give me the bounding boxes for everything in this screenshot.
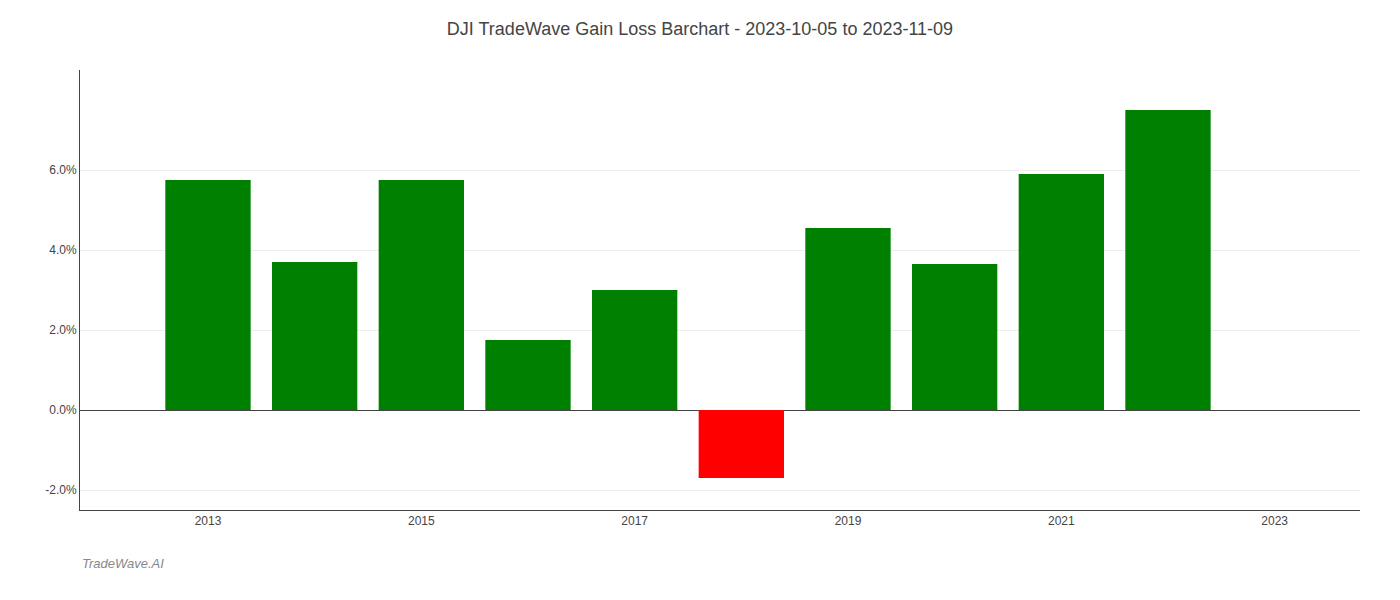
svg-text:-2.0%: -2.0% [45,483,77,497]
svg-text:2.0%: 2.0% [49,323,77,337]
svg-text:TradeWave.AI: TradeWave.AI [82,556,164,571]
svg-text:2015: 2015 [408,514,435,528]
svg-text:6.0%: 6.0% [49,163,77,177]
svg-text:2013: 2013 [195,514,222,528]
svg-text:0.0%: 0.0% [49,403,77,417]
svg-text:4.0%: 4.0% [49,243,77,257]
svg-text:2021: 2021 [1048,514,1075,528]
svg-text:2023: 2023 [1261,514,1288,528]
svg-text:2019: 2019 [835,514,862,528]
svg-text:2017: 2017 [621,514,648,528]
svg-text:DJI TradeWave Gain Loss Barcha: DJI TradeWave Gain Loss Barchart - 2023-… [447,19,953,39]
